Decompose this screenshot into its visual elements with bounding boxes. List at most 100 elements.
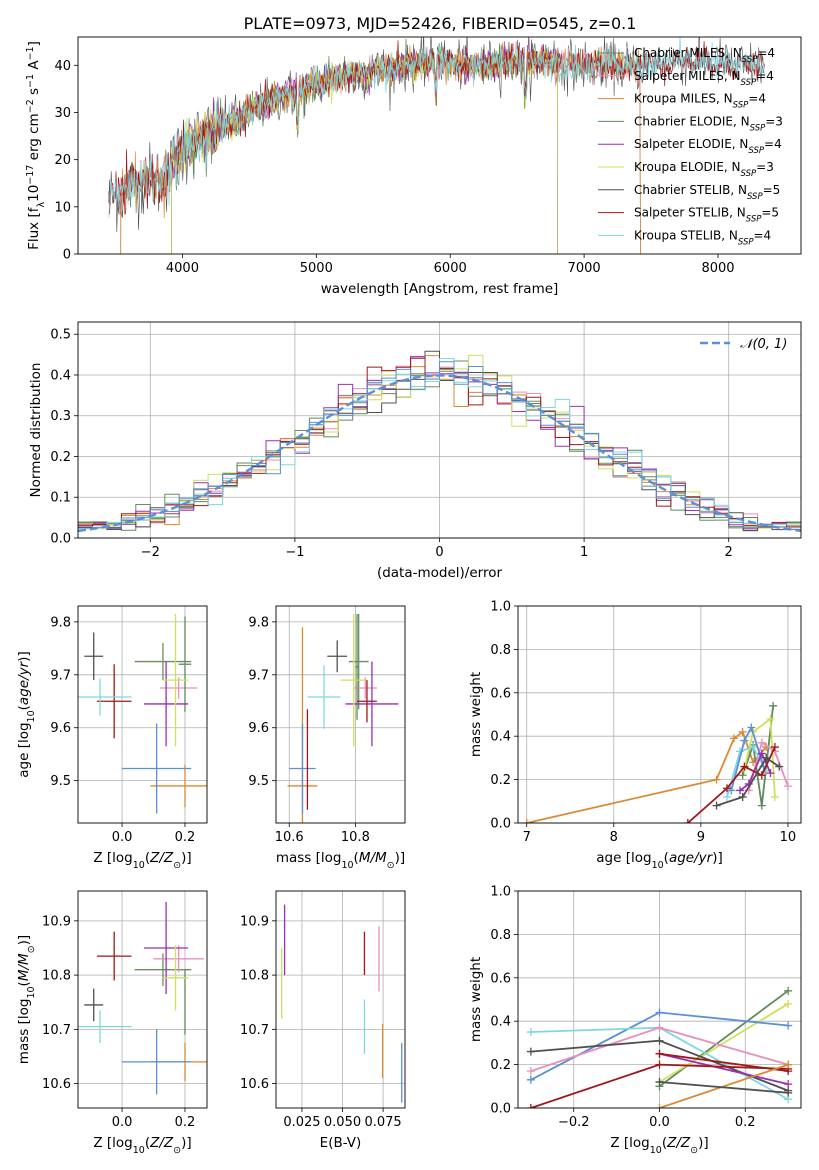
y-tick-label: 0.0: [50, 532, 71, 547]
x-tick-label: 8000: [701, 261, 734, 276]
y-tick-label: 10.7: [42, 1023, 71, 1038]
x-tick-label: 5000: [300, 261, 333, 276]
weight-marker: [522, 819, 531, 823]
y-tick-label: 1.0: [490, 600, 511, 615]
legend-entry: Salpeter ELODIE, NSSP=4: [634, 137, 782, 156]
y-axis-label: Normed distribution: [28, 363, 44, 498]
weight-line: [659, 1052, 789, 1085]
x-tick-label: 10: [780, 830, 797, 845]
weight-marker: [722, 784, 731, 793]
x-tick-label: 0.075: [364, 1115, 401, 1130]
x-tick-label: 1: [580, 545, 588, 560]
x-tick-label: 2: [725, 545, 733, 560]
weight-line: [730, 725, 765, 791]
panel-residuals: −2 −1 0 1 2 0.0 0.1 0.2 0.3 0.4 0.5 𝒩(0, 1) (data-mo…: [28, 321, 802, 581]
weight-marker: [784, 1088, 793, 1097]
gaussian-curve: [78, 374, 801, 533]
histogram-step: [78, 361, 801, 530]
x-tick-label: 0.0: [112, 1115, 133, 1130]
y-tick-label: 0.2: [50, 450, 71, 465]
weight-marker: [655, 1077, 664, 1086]
weight-marker: [784, 986, 793, 995]
y-tick-label: 30: [54, 106, 71, 121]
x-tick-label: −2: [141, 545, 160, 560]
y-tick-label: 10.6: [42, 1077, 71, 1092]
y-tick-label: 0.6: [490, 971, 511, 986]
weight-marker: [769, 701, 778, 710]
weight-line: [741, 705, 774, 806]
y-tick-label: 40: [54, 59, 71, 74]
panel-mass-vs-EBV: 0.025 0.050 0.075 10.6 10.7 10.8 10.9 E(B-V): [240, 890, 406, 1151]
x-tick-label: 0.2: [175, 830, 196, 845]
y-tick-label: 9.5: [50, 774, 71, 789]
plot-area: [78, 613, 207, 814]
x-tick-label: 0.050: [324, 1115, 361, 1130]
y-tick-label: 10.7: [240, 1023, 269, 1038]
panel-spectrum: 4000 5000 6000 7000 8000 0 10 20 30 40 wavelength …: [25, 36, 802, 297]
weight-marker: [775, 762, 784, 771]
y-tick-label: 0.3: [50, 409, 71, 424]
y-axis-label: age [log10(age/yr)]: [16, 651, 37, 777]
x-tick-label: 0: [435, 545, 443, 560]
plot-area: [78, 901, 207, 1095]
weight-marker: [729, 734, 738, 743]
x-axis-label: Z [log10(Z/Z⊙)]: [93, 1135, 191, 1156]
y-axis-label: mass weight: [468, 672, 484, 757]
weight-marker: [749, 743, 758, 752]
weight-marker: [766, 769, 775, 778]
weight-marker: [766, 714, 775, 723]
weight-marker: [683, 819, 692, 823]
panel-weight-vs-Z: −0.2 0.0 0.2 0.0 0.2 0.4 0.6 0.8 1.0 Z [log10(Z/Z…: [468, 885, 802, 1156]
axes-frame: [77, 605, 208, 824]
plot-area: [287, 613, 399, 823]
y-tick-label: 10: [54, 200, 71, 215]
spectrum-line-kroupa-stelib: [108, 37, 765, 218]
weight-marker: [655, 1036, 664, 1045]
weight-marker: [757, 801, 766, 810]
weight-line: [716, 756, 780, 807]
legend-entry: Kroupa STELIB, NSSP=4: [634, 228, 771, 247]
y-tick-label: 9.8: [248, 615, 269, 630]
x-axis-label: Z [log10(Z/Z⊙)]: [93, 850, 191, 871]
weight-marker: [526, 1075, 535, 1084]
weight-marker: [655, 1104, 664, 1108]
y-tick-label: 0.0: [490, 1102, 511, 1117]
y-tick-label: 0.4: [490, 1015, 511, 1030]
histogram-step: [78, 355, 801, 529]
x-tick-label: 10.8: [341, 830, 370, 845]
weight-marker: [770, 743, 779, 752]
weight-marker: [740, 762, 749, 771]
plot-area: [78, 350, 801, 533]
y-tick-label: 20: [54, 153, 71, 168]
panel-mass-vs-Z: 0.0 0.2 10.6 10.7 10.8 10.9 Z [log10(Z/Z⊙)] mas…: [16, 890, 208, 1156]
y-tick-label: 0.6: [490, 686, 511, 701]
spectrum-legend: Chabrier MILES, NSSP=4 Salpeter MILES, NS…: [598, 46, 783, 247]
residuals-legend: 𝒩(0, 1): [700, 337, 787, 352]
weight-marker: [526, 1028, 535, 1037]
weight-marker: [757, 738, 766, 747]
legend-entry: Salpeter MILES, NSSP=4: [634, 69, 774, 88]
y-tick-label: 0: [63, 248, 71, 263]
y-tick-label: 0.8: [490, 928, 511, 943]
axes-frame: [517, 605, 802, 824]
weight-line: [659, 1063, 789, 1108]
x-tick-label: 7000: [568, 261, 601, 276]
x-axis-label: (data-model)/error: [377, 565, 503, 581]
x-axis-label: wavelength [Angstrom, rest frame]: [321, 281, 559, 297]
y-tick-label: 9.7: [248, 668, 269, 683]
axes-frame: [275, 605, 406, 824]
weight-line: [739, 751, 772, 792]
y-tick-label: 0.5: [50, 328, 71, 343]
x-axis-label: E(B-V): [320, 1135, 362, 1151]
weight-marker: [712, 775, 721, 784]
weight-marker: [784, 1080, 793, 1089]
weight-marker: [526, 1047, 535, 1056]
weight-line: [659, 1081, 789, 1094]
weight-marker: [747, 723, 756, 732]
weight-marker: [757, 771, 766, 780]
x-axis-label: mass [log10(M/M⊙)]: [276, 850, 405, 871]
y-axis-label: Flux [fλ10−17 erg cm−2 s−1 A−1]: [25, 41, 47, 250]
y-tick-label: 10.8: [240, 969, 269, 984]
y-tick-label: 0.8: [490, 643, 511, 658]
figure-title: PLATE=0973, MJD=52426, FIBERID=0545, z=0…: [244, 14, 637, 33]
